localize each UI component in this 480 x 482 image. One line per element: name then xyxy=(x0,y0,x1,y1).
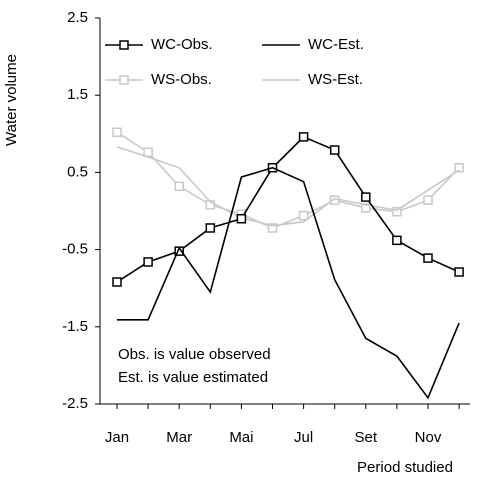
data-point xyxy=(174,181,184,192)
series-line xyxy=(116,146,460,227)
legend-marker xyxy=(119,40,129,50)
y-tick-label: 0.5 xyxy=(67,163,88,180)
x-axis-label: Period studied xyxy=(357,459,453,476)
data-point xyxy=(329,145,340,155)
x-tick-label: Mar xyxy=(166,429,192,446)
data-point xyxy=(298,132,309,142)
data-point xyxy=(112,127,122,138)
legend-label: WC-Obs. xyxy=(151,36,213,53)
x-tick-label: Set xyxy=(355,429,378,446)
legend-label: WC-Est. xyxy=(308,36,364,53)
x-tick-label: Jul xyxy=(294,429,313,446)
annotation: Obs. is value observed xyxy=(118,346,271,363)
annotation: Est. is value estimated xyxy=(118,369,268,386)
data-point xyxy=(143,147,153,158)
data-point xyxy=(454,267,464,277)
y-tick-label: -2.5 xyxy=(62,395,88,412)
data-point xyxy=(298,210,309,221)
data-point xyxy=(236,213,247,224)
data-point xyxy=(361,203,371,213)
x-tick-label: Jan xyxy=(105,429,129,446)
data-point xyxy=(423,195,433,205)
legend-label: WS-Est. xyxy=(308,71,363,88)
series-line xyxy=(116,131,460,229)
series-line xyxy=(116,135,460,283)
data-point xyxy=(112,277,122,287)
y-tick-label: 2.5 xyxy=(67,9,88,26)
data-point xyxy=(454,163,464,173)
data-point xyxy=(423,253,433,263)
data-point xyxy=(267,223,278,233)
y-tick-label: -0.5 xyxy=(62,241,88,258)
data-point xyxy=(392,235,402,246)
legend-label: WS-Obs. xyxy=(151,71,212,88)
y-tick-label: -1.5 xyxy=(62,318,88,335)
legend-marker xyxy=(119,75,129,85)
x-tick-label: Mai xyxy=(229,429,253,446)
y-axis-label: Water volume xyxy=(3,54,20,146)
x-tick-label: Nov xyxy=(415,429,442,446)
data-point xyxy=(361,192,371,202)
data-point xyxy=(143,257,153,267)
data-point xyxy=(392,207,402,217)
y-tick-label: 1.5 xyxy=(67,86,88,103)
data-point xyxy=(205,223,216,233)
series-line xyxy=(117,166,460,400)
